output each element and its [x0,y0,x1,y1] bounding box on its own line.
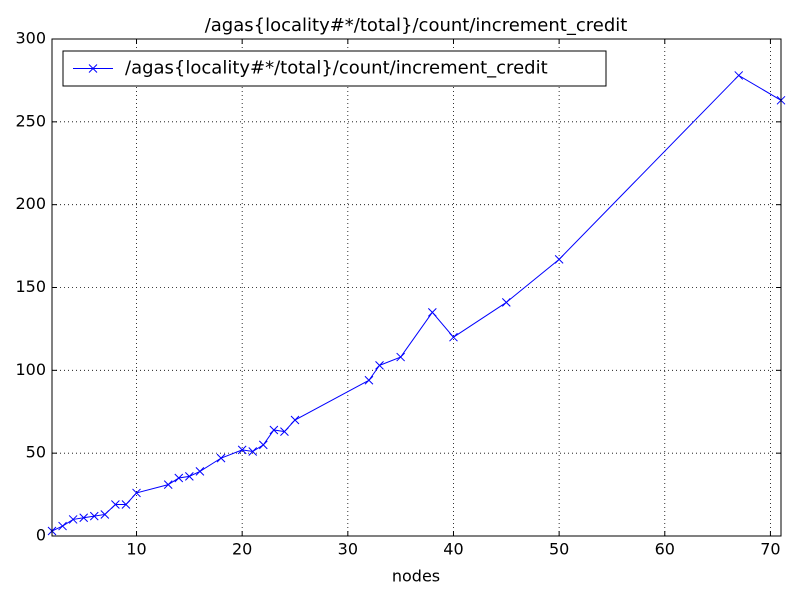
marker-shape [280,427,289,436]
legend-label: /agas{locality#*/total}/count/increment_… [125,58,548,79]
data-point [195,467,205,476]
data-point [100,510,110,519]
y-tick-label: 100 [15,360,46,379]
data-point [449,332,458,342]
chart-title: /agas{locality#*/total}/count/increment_… [205,15,628,36]
marker-shape [111,500,120,509]
marker-shape [375,361,384,370]
marker-shape [237,445,247,455]
marker-shape [248,447,258,456]
data-point [290,415,300,425]
x-tick-label: 10 [126,540,146,559]
marker-shape [734,71,744,80]
data-point [364,375,374,385]
legend: /agas{locality#*/total}/count/increment_… [62,50,607,87]
marker-shape [290,415,300,425]
marker-shape [163,480,173,489]
marker-shape [79,513,89,523]
x-tick-label: 30 [338,540,358,559]
x-tick-label: 20 [232,540,252,559]
plot-frame [51,38,782,537]
data-point [269,425,279,435]
marker-shape [501,298,511,307]
marker-shape [121,500,131,509]
data-point [58,521,67,531]
data-point [734,71,744,80]
y-tick-label: 0 [36,526,46,545]
marker-shape [68,515,78,524]
marker-shape [100,510,110,519]
marker-shape [258,440,268,450]
data-point [79,513,89,523]
data-point [375,361,384,370]
y-tick-label: 150 [15,277,46,296]
y-tick-label: 300 [15,29,46,48]
data-point [427,307,437,317]
x-tick-label: 40 [443,540,463,559]
data-point [184,472,194,481]
marker-shape [427,307,437,317]
x-axis-label: nodes [392,567,440,586]
legend-marker [88,64,98,73]
marker-shape [396,352,406,362]
data-point [163,480,173,489]
data-point [89,511,99,521]
marker-shape [449,332,458,342]
marker-shape [58,521,67,531]
marker-shape [269,425,279,435]
data-point [121,500,131,509]
marker-shape [554,254,564,264]
marker-shape [364,375,374,385]
data-point [554,254,564,264]
marker-shape [174,473,184,483]
data-point [68,515,78,524]
marker-shape [88,64,98,73]
legend-box [62,50,607,87]
data-point [216,453,226,463]
y-tick-label: 200 [15,194,46,213]
marker-shape [195,467,205,476]
x-tick-label: 50 [549,540,569,559]
data-point [280,427,289,436]
y-tick-label: 250 [15,111,46,130]
data-point [501,298,511,307]
marker-shape [89,511,99,521]
data-point [248,447,258,456]
marker-shape [216,453,226,463]
y-tick-label: 50 [26,443,46,462]
data-point [237,445,247,455]
data-point [258,440,268,450]
marker-shape [132,488,141,498]
data-point [174,473,184,483]
marker-shape [184,472,194,481]
data-point [111,500,120,509]
x-tick-label: 60 [655,540,675,559]
data-point [396,352,406,362]
x-tick-label: 70 [760,540,780,559]
data-point [132,488,141,498]
